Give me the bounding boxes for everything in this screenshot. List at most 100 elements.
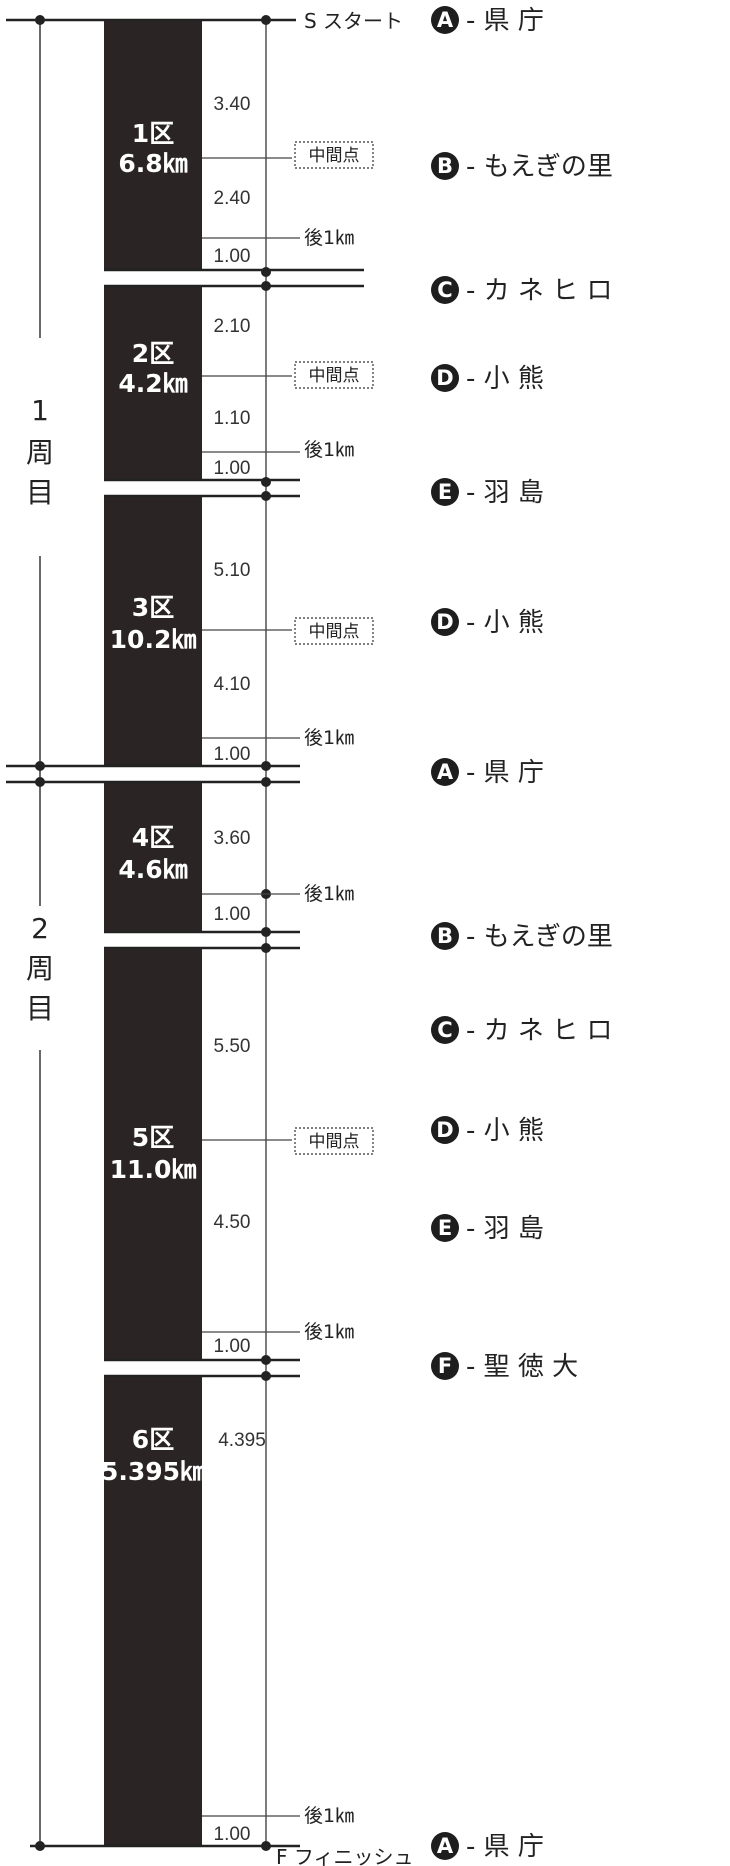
- checkpoint-letter: A: [437, 760, 454, 784]
- checkpoint-12: F- 聖 徳 大: [431, 1352, 578, 1382]
- checkpoint-name: - カ ネ ヒ ロ: [466, 276, 612, 306]
- segment-2-sub-1: 2.10: [214, 316, 251, 337]
- checkpoint-badge: [431, 1214, 459, 1242]
- segment-3-sub-3: 1.00: [214, 744, 251, 765]
- segment-5-midpoint: 中間点: [309, 1132, 360, 1152]
- segment-4-name: 4区: [132, 823, 174, 852]
- checkpoint-name: - 県 庁: [466, 6, 544, 36]
- checkpoint-letter: D: [436, 610, 453, 634]
- segment-4-last1km: 後1㎞: [304, 883, 354, 905]
- checkpoint-name: - 羽 島: [466, 1214, 544, 1244]
- finish-label: F フィニッシュ: [276, 1845, 413, 1866]
- checkpoints: A - 県 庁 B - もえぎの里 C - カ ネ ヒ ロ D - 小 熊 E - 羽 島 D - 小…: [431, 6, 613, 1862]
- boundaries: [6, 18, 364, 1848]
- checkpoint-letter: B: [437, 924, 453, 948]
- segment-3-last1km: 後1㎞: [304, 727, 354, 749]
- lap-2-char-2: 目: [26, 992, 54, 1025]
- boundary-dots: [35, 15, 271, 1851]
- segment-4-sub-1: 3.60: [214, 828, 251, 849]
- checkpoint-badge: [431, 276, 459, 304]
- segment-2-block: [104, 286, 202, 480]
- checkpoint-letter: F: [438, 1354, 452, 1378]
- checkpoint-letter: A: [437, 1834, 454, 1858]
- segment-2-sub-2: 1.10: [214, 408, 251, 429]
- checkpoint-letter: C: [437, 278, 452, 302]
- checkpoint-name: - 県 庁: [466, 758, 544, 788]
- checkpoint-9: C- カ ネ ヒ ロ: [431, 1016, 612, 1046]
- segment-3-midpoint: 中間点: [309, 622, 360, 642]
- segment-1: 1区 6.8㎞ 3.40 2.40 1.00 中間点 後1㎞: [118, 94, 374, 267]
- segment-5-last1km: 後1㎞: [304, 1321, 354, 1343]
- segment-1-sub-1: 3.40: [214, 94, 251, 115]
- segment-3-distance: 10.2㎞: [110, 625, 197, 654]
- segment-6-sub-1: 4.395: [218, 1430, 266, 1451]
- checkpoint-name: - 小 熊: [466, 608, 544, 638]
- segment-4-block: [104, 782, 202, 932]
- segment-2-sub-3: 1.00: [214, 458, 251, 479]
- checkpoint-badge: [431, 364, 459, 392]
- lap-label-1: 1 周 目: [26, 394, 54, 509]
- checkpoint-letter: C: [437, 1018, 452, 1042]
- checkpoint-badge: [431, 1352, 459, 1380]
- checkpoint-letter: D: [436, 366, 453, 390]
- segment-2-midpoint: 中間点: [309, 366, 360, 386]
- checkpoint-name: - 小 熊: [466, 1116, 544, 1146]
- start-label: S スタート: [304, 9, 403, 33]
- checkpoint-badge: [431, 608, 459, 636]
- segment-1-distance: 6.8㎞: [118, 149, 187, 178]
- segment-4-distance: 4.6㎞: [118, 855, 187, 884]
- segment-2-last1km: 後1㎞: [304, 439, 354, 461]
- segment-3-sub-2: 4.10: [214, 674, 251, 695]
- segment-1-block: [104, 20, 202, 270]
- segment-5-name: 5区: [132, 1123, 174, 1152]
- checkpoint-name: - もえぎの里: [466, 922, 613, 952]
- checkpoint-10: D- 小 熊: [431, 1116, 544, 1146]
- lap-2-char-1: 周: [26, 952, 54, 985]
- checkpoint-badge: [431, 6, 459, 34]
- segment-5-sub-3: 1.00: [214, 1336, 251, 1357]
- checkpoint-badge: [431, 1832, 459, 1860]
- checkpoint-letter: E: [438, 1216, 452, 1240]
- segment-1-sub-2: 2.40: [214, 188, 251, 209]
- checkpoint-6: D- 小 熊: [431, 608, 544, 638]
- checkpoint-8: B - もえぎの里: [431, 922, 613, 952]
- segment-3-block: [104, 496, 202, 766]
- segment-4-sub-2: 1.00: [214, 904, 251, 925]
- segment-6-last1km: 後1㎞: [304, 1805, 354, 1827]
- segment-6-name: 6区: [132, 1425, 174, 1454]
- checkpoint-name: - カ ネ ヒ ロ: [466, 1016, 612, 1046]
- checkpoint-badge: [431, 1116, 459, 1144]
- segment-6-distance: 5.395㎞: [101, 1457, 205, 1486]
- checkpoint-11: E- 羽 島: [431, 1214, 544, 1244]
- segment-1-midpoint-box: [294, 141, 374, 169]
- checkpoint-1: A- 県 庁: [431, 6, 544, 36]
- checkpoint-badge: [431, 478, 459, 506]
- segment-4: 4区 4.6㎞ 3.60 1.00 後1㎞: [118, 823, 354, 925]
- segment-2-midpoint-box: [294, 361, 374, 389]
- segment-6-block: [104, 1376, 202, 1846]
- checkpoint-name: - 県 庁: [466, 1832, 544, 1862]
- segment-5-sub-1: 5.50: [214, 1036, 251, 1057]
- segment-3-sub-1: 5.10: [214, 560, 251, 581]
- checkpoint-badge: [431, 1016, 459, 1044]
- segment-5-block: [104, 948, 202, 1360]
- lap-1-char-1: 周: [26, 436, 54, 469]
- segment-2-distance: 4.2㎞: [118, 369, 187, 398]
- segment-6: 6区 5.395㎞ 4.395 1.00 後1㎞: [101, 1425, 354, 1845]
- segment-1-sub-3: 1.00: [214, 246, 251, 267]
- checkpoint-letter: B: [437, 154, 453, 178]
- checkpoint-badge: [431, 922, 459, 950]
- segment-2: 2区 4.2㎞ 2.10 1.10 1.00 中間点 後1㎞: [118, 316, 374, 479]
- checkpoint-4: D- 小 熊: [431, 364, 544, 394]
- checkpoint-letter: E: [438, 480, 452, 504]
- checkpoint-13: A- 県 庁: [431, 1832, 544, 1862]
- checkpoint-name: - 聖 徳 大: [466, 1352, 578, 1382]
- segment-3-name: 3区: [132, 593, 174, 622]
- segment-3: 3区 10.2㎞ 5.10 4.10 1.00 中間点 後1㎞: [110, 560, 374, 765]
- segment-5-sub-2: 4.50: [214, 1212, 251, 1233]
- checkpoint-7: A- 県 庁: [431, 758, 544, 788]
- segment-2-name: 2区: [132, 339, 174, 368]
- lap-label-2: 2 周 目: [26, 912, 54, 1025]
- checkpoint-badge: [431, 758, 459, 786]
